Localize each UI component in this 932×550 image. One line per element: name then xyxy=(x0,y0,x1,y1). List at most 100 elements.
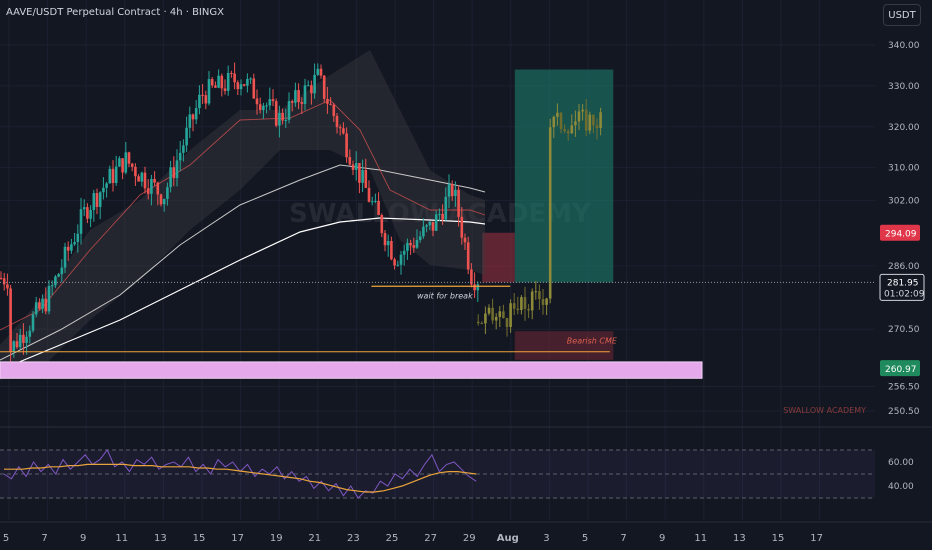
candle-body xyxy=(570,125,574,134)
candle-body xyxy=(118,158,121,167)
candle-body xyxy=(367,187,371,202)
candle-body xyxy=(470,269,473,285)
candle-body xyxy=(146,188,150,194)
candle-body xyxy=(73,242,76,245)
candle-body xyxy=(425,225,428,227)
candle-body xyxy=(178,152,182,161)
candle-body xyxy=(207,79,211,104)
candle-body xyxy=(182,145,185,153)
candle-body xyxy=(584,109,588,131)
candle-body xyxy=(287,101,291,120)
candle-body xyxy=(438,213,441,215)
price-tick-label: 250.50 xyxy=(888,407,920,417)
candle-body xyxy=(505,318,509,327)
time-tick-label: 5 xyxy=(582,533,588,544)
candle-body xyxy=(0,278,3,280)
candle-body xyxy=(487,307,491,314)
support-zone xyxy=(0,361,703,379)
candle-body xyxy=(60,267,64,275)
candle-body xyxy=(338,127,342,129)
stop-zone xyxy=(482,232,515,283)
candle-body xyxy=(284,119,288,121)
candle-body xyxy=(300,102,304,104)
candle-body xyxy=(143,172,147,189)
candle-body xyxy=(12,341,16,352)
candle-body xyxy=(402,250,406,255)
candle-body xyxy=(226,72,230,91)
candle-body xyxy=(262,105,265,111)
candle-body xyxy=(166,187,169,199)
time-tick-label: 7 xyxy=(41,533,47,544)
candle-body xyxy=(297,90,300,103)
candle-body xyxy=(140,172,144,182)
historical-candles xyxy=(0,62,480,362)
candle-body xyxy=(534,291,538,293)
candle-body xyxy=(552,116,556,128)
candle-body xyxy=(76,233,80,243)
target-price-label: 260.97 xyxy=(885,365,917,375)
candle-body xyxy=(281,112,284,121)
candle-body xyxy=(201,94,204,96)
bearish-cme-label: Bearish CME xyxy=(567,336,618,345)
candle-body xyxy=(393,259,396,266)
candle-body xyxy=(313,74,316,94)
candle-body xyxy=(498,311,502,317)
bearish-cme-zone xyxy=(514,331,614,360)
price-tick-label: 310.00 xyxy=(888,164,920,174)
stop-price-badge xyxy=(880,224,920,241)
candle-body xyxy=(342,128,345,134)
candle-body xyxy=(124,152,128,173)
candle-body xyxy=(377,200,380,215)
price-tick-label: 270.50 xyxy=(888,325,920,335)
candle-body xyxy=(25,336,28,343)
price-tick-label: 302.00 xyxy=(888,196,920,206)
candle-body xyxy=(541,299,545,305)
candle-body xyxy=(548,127,552,299)
time-tick-label: 11 xyxy=(694,533,707,544)
candle-body xyxy=(434,214,438,231)
price-tick-label: 320.00 xyxy=(888,123,920,133)
candle-body xyxy=(2,278,6,285)
candle-body xyxy=(194,108,198,120)
candle-body xyxy=(185,127,188,146)
candle-body xyxy=(386,241,390,246)
target-price-badge xyxy=(880,360,920,377)
time-tick-label: 3 xyxy=(543,533,549,544)
candle-body xyxy=(9,288,12,352)
candle-body xyxy=(415,239,419,248)
time-tick-label: 25 xyxy=(386,533,399,544)
candle-body xyxy=(351,164,355,170)
candle-body xyxy=(316,68,320,75)
candle-body xyxy=(326,98,329,104)
candle-body xyxy=(348,157,352,165)
candle-body xyxy=(220,75,224,89)
candle-body xyxy=(268,99,272,106)
candle-body xyxy=(34,302,38,315)
candle-body xyxy=(82,207,86,210)
rsi-ma-line xyxy=(4,463,477,493)
candle-body xyxy=(239,84,243,90)
time-tick-label: 13 xyxy=(733,533,746,544)
candle-body xyxy=(70,244,73,251)
candle-body xyxy=(169,167,172,188)
currency-button[interactable]: USDT xyxy=(883,4,921,26)
candle-body xyxy=(480,323,484,325)
candle-body xyxy=(98,192,102,207)
candle-body xyxy=(364,169,368,188)
candle-body xyxy=(102,187,105,193)
candle-body xyxy=(447,184,451,197)
candle-body xyxy=(294,90,297,103)
candle-body xyxy=(581,109,584,112)
candle-body xyxy=(44,298,48,312)
rsi-tick-label: 40.00 xyxy=(888,482,914,492)
candle-body xyxy=(54,276,57,286)
candle-body xyxy=(255,98,259,105)
time-tick-label: 29 xyxy=(463,533,476,544)
candle-body xyxy=(214,85,217,88)
candle-body xyxy=(66,246,70,251)
candle-body xyxy=(563,129,566,132)
candle-body xyxy=(399,254,403,265)
time-tick-label: 9 xyxy=(80,533,86,544)
countdown-label: 01:02:09 xyxy=(884,289,925,299)
